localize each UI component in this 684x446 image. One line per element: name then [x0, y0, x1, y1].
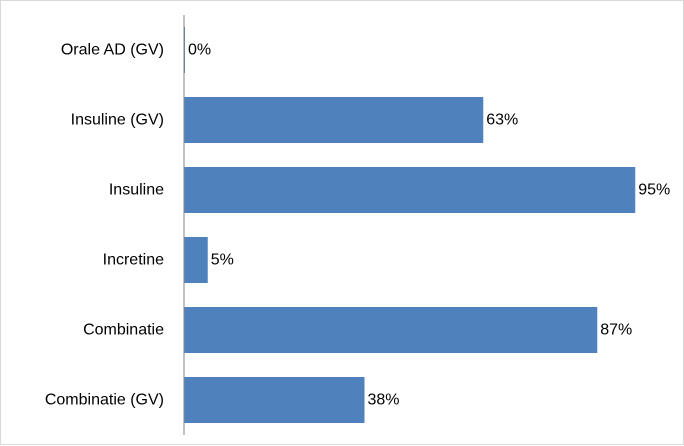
- category-label-2: Insuline: [109, 182, 164, 199]
- value-label-3: 5%: [211, 252, 234, 269]
- value-label-2: 95%: [638, 182, 670, 199]
- value-label-5: 38%: [368, 392, 400, 409]
- category-label-5: Combinatie (GV): [45, 392, 164, 409]
- value-label-0: 0%: [188, 42, 211, 59]
- bar-1: [184, 97, 483, 143]
- category-label-3: Incretine: [103, 252, 164, 269]
- bars-layer: [184, 27, 635, 423]
- labels-layer: Orale AD (GV) 0% Insuline (GV) 63% Insuline 9…: [45, 42, 670, 409]
- category-label-4: Combinatie: [83, 322, 164, 339]
- category-label-0: Orale AD (GV): [61, 42, 164, 59]
- bar-3: [184, 237, 208, 283]
- bar-5: [184, 377, 365, 423]
- bar-2: [184, 167, 635, 213]
- value-label-4: 87%: [600, 322, 632, 339]
- bar-4: [184, 307, 597, 353]
- value-label-1: 63%: [486, 112, 518, 129]
- category-label-1: Insuline (GV): [71, 112, 164, 129]
